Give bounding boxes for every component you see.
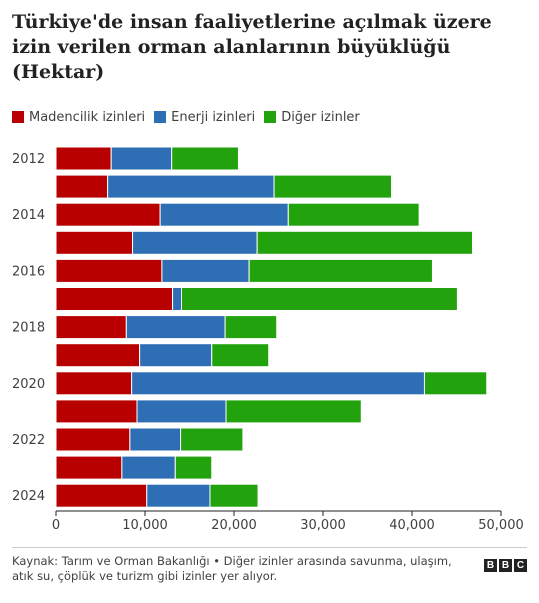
footer: Kaynak: Tarım ve Orman Bakanlığı • Diğer… — [12, 547, 527, 584]
bar-segment-mining-2012 — [55, 146, 112, 171]
bar-segment-mining-2021 — [55, 399, 138, 424]
bar-segment-mining-2018 — [55, 315, 127, 340]
bar-segment-mining-2015 — [55, 230, 134, 255]
bar-segment-energy-2012 — [110, 146, 173, 171]
bar-segment-mining-2013 — [55, 174, 109, 199]
bar-segment-mining-2016 — [55, 258, 163, 283]
bar-segment-mining-2022 — [55, 427, 131, 452]
bbc-logo: B B C — [482, 559, 527, 572]
bar-chart: 2012 2014 2016 2018 2020 2022 2024 0 10,000 20,00… — [12, 146, 524, 533]
x-tick-label: 30,000 — [300, 518, 346, 533]
y-tick-label: 2014 — [12, 208, 45, 223]
x-tick-label: 20,000 — [211, 518, 257, 533]
y-tick-label: 2024 — [12, 489, 45, 504]
legend-swatch-energy — [154, 111, 167, 123]
bar-segment-energy-2023 — [121, 455, 176, 480]
bar-segment-energy-2014 — [159, 202, 289, 227]
legend-swatch-other — [264, 111, 277, 123]
bar-segment-energy-2019 — [139, 343, 213, 368]
bar-segment-other-2016 — [248, 258, 433, 283]
y-tick-label: 2012 — [12, 152, 45, 167]
chart-title: Türkiye'de insan faaliyetlerine açılmak … — [12, 11, 492, 83]
bar-segment-other-2015 — [256, 230, 474, 255]
bar-segment-energy-2016 — [161, 258, 250, 283]
legend-item-other: Diğer izinler — [264, 110, 360, 125]
bar-segment-mining-2017 — [55, 287, 174, 311]
bar-segment-mining-2024 — [55, 483, 148, 508]
bbc-logo-letter: B — [484, 559, 497, 572]
bbc-logo-letter: C — [514, 559, 527, 572]
bar-segment-other-2020 — [423, 371, 488, 396]
bar-segment-energy-2017 — [172, 287, 182, 311]
y-tick-label: 2022 — [12, 433, 45, 448]
y-tick-label: 2016 — [12, 264, 45, 279]
bar-segment-mining-2019 — [55, 343, 141, 368]
bar-segment-mining-2014 — [55, 202, 161, 227]
bar-segment-other-2019 — [211, 343, 270, 368]
bar-segment-mining-2023 — [55, 455, 123, 480]
legend-item-energy: Enerji izinleri — [154, 110, 255, 125]
bar-segment-energy-2022 — [129, 427, 182, 452]
legend-label-mining: Madencilik izinleri — [29, 109, 146, 125]
source-note: Kaynak: Tarım ve Orman Bakanlığı • Diğer… — [12, 554, 452, 583]
bar-segment-other-2018 — [224, 315, 278, 340]
bar-segment-energy-2015 — [132, 230, 258, 255]
bar-segment-other-2021 — [225, 399, 362, 424]
bar-segment-mining-2020 — [55, 371, 133, 396]
legend-label-other: Diğer izinler — [281, 109, 360, 125]
bar-segment-other-2024 — [209, 483, 259, 508]
legend-swatch-mining — [12, 111, 24, 123]
bar-segment-other-2013 — [273, 174, 393, 199]
legend: Madencilik izinleri Enerji izinleri Diğe… — [12, 109, 369, 125]
x-tick-label: 10,000 — [122, 518, 168, 533]
bar-segment-other-2017 — [180, 287, 458, 311]
bbc-logo-letter: B — [499, 559, 512, 572]
bar-segment-other-2014 — [287, 202, 420, 227]
bar-segment-energy-2013 — [107, 174, 275, 199]
bar-segment-other-2023 — [174, 455, 213, 480]
bar-segment-energy-2021 — [136, 399, 227, 424]
x-tick-label: 0 — [52, 518, 60, 533]
bar-segment-energy-2018 — [125, 315, 226, 340]
y-tick-label: 2020 — [12, 377, 45, 392]
bar-segment-energy-2020 — [131, 371, 425, 396]
x-tick-label: 40,000 — [389, 518, 435, 533]
bar-segment-other-2022 — [180, 427, 244, 452]
legend-item-mining: Madencilik izinleri — [12, 110, 145, 125]
y-tick-label: 2018 — [12, 321, 45, 336]
bar-segment-energy-2024 — [146, 483, 211, 508]
bar-segment-other-2012 — [171, 146, 239, 171]
x-tick-label: 50,000 — [478, 518, 524, 533]
legend-label-energy: Enerji izinleri — [171, 109, 256, 125]
